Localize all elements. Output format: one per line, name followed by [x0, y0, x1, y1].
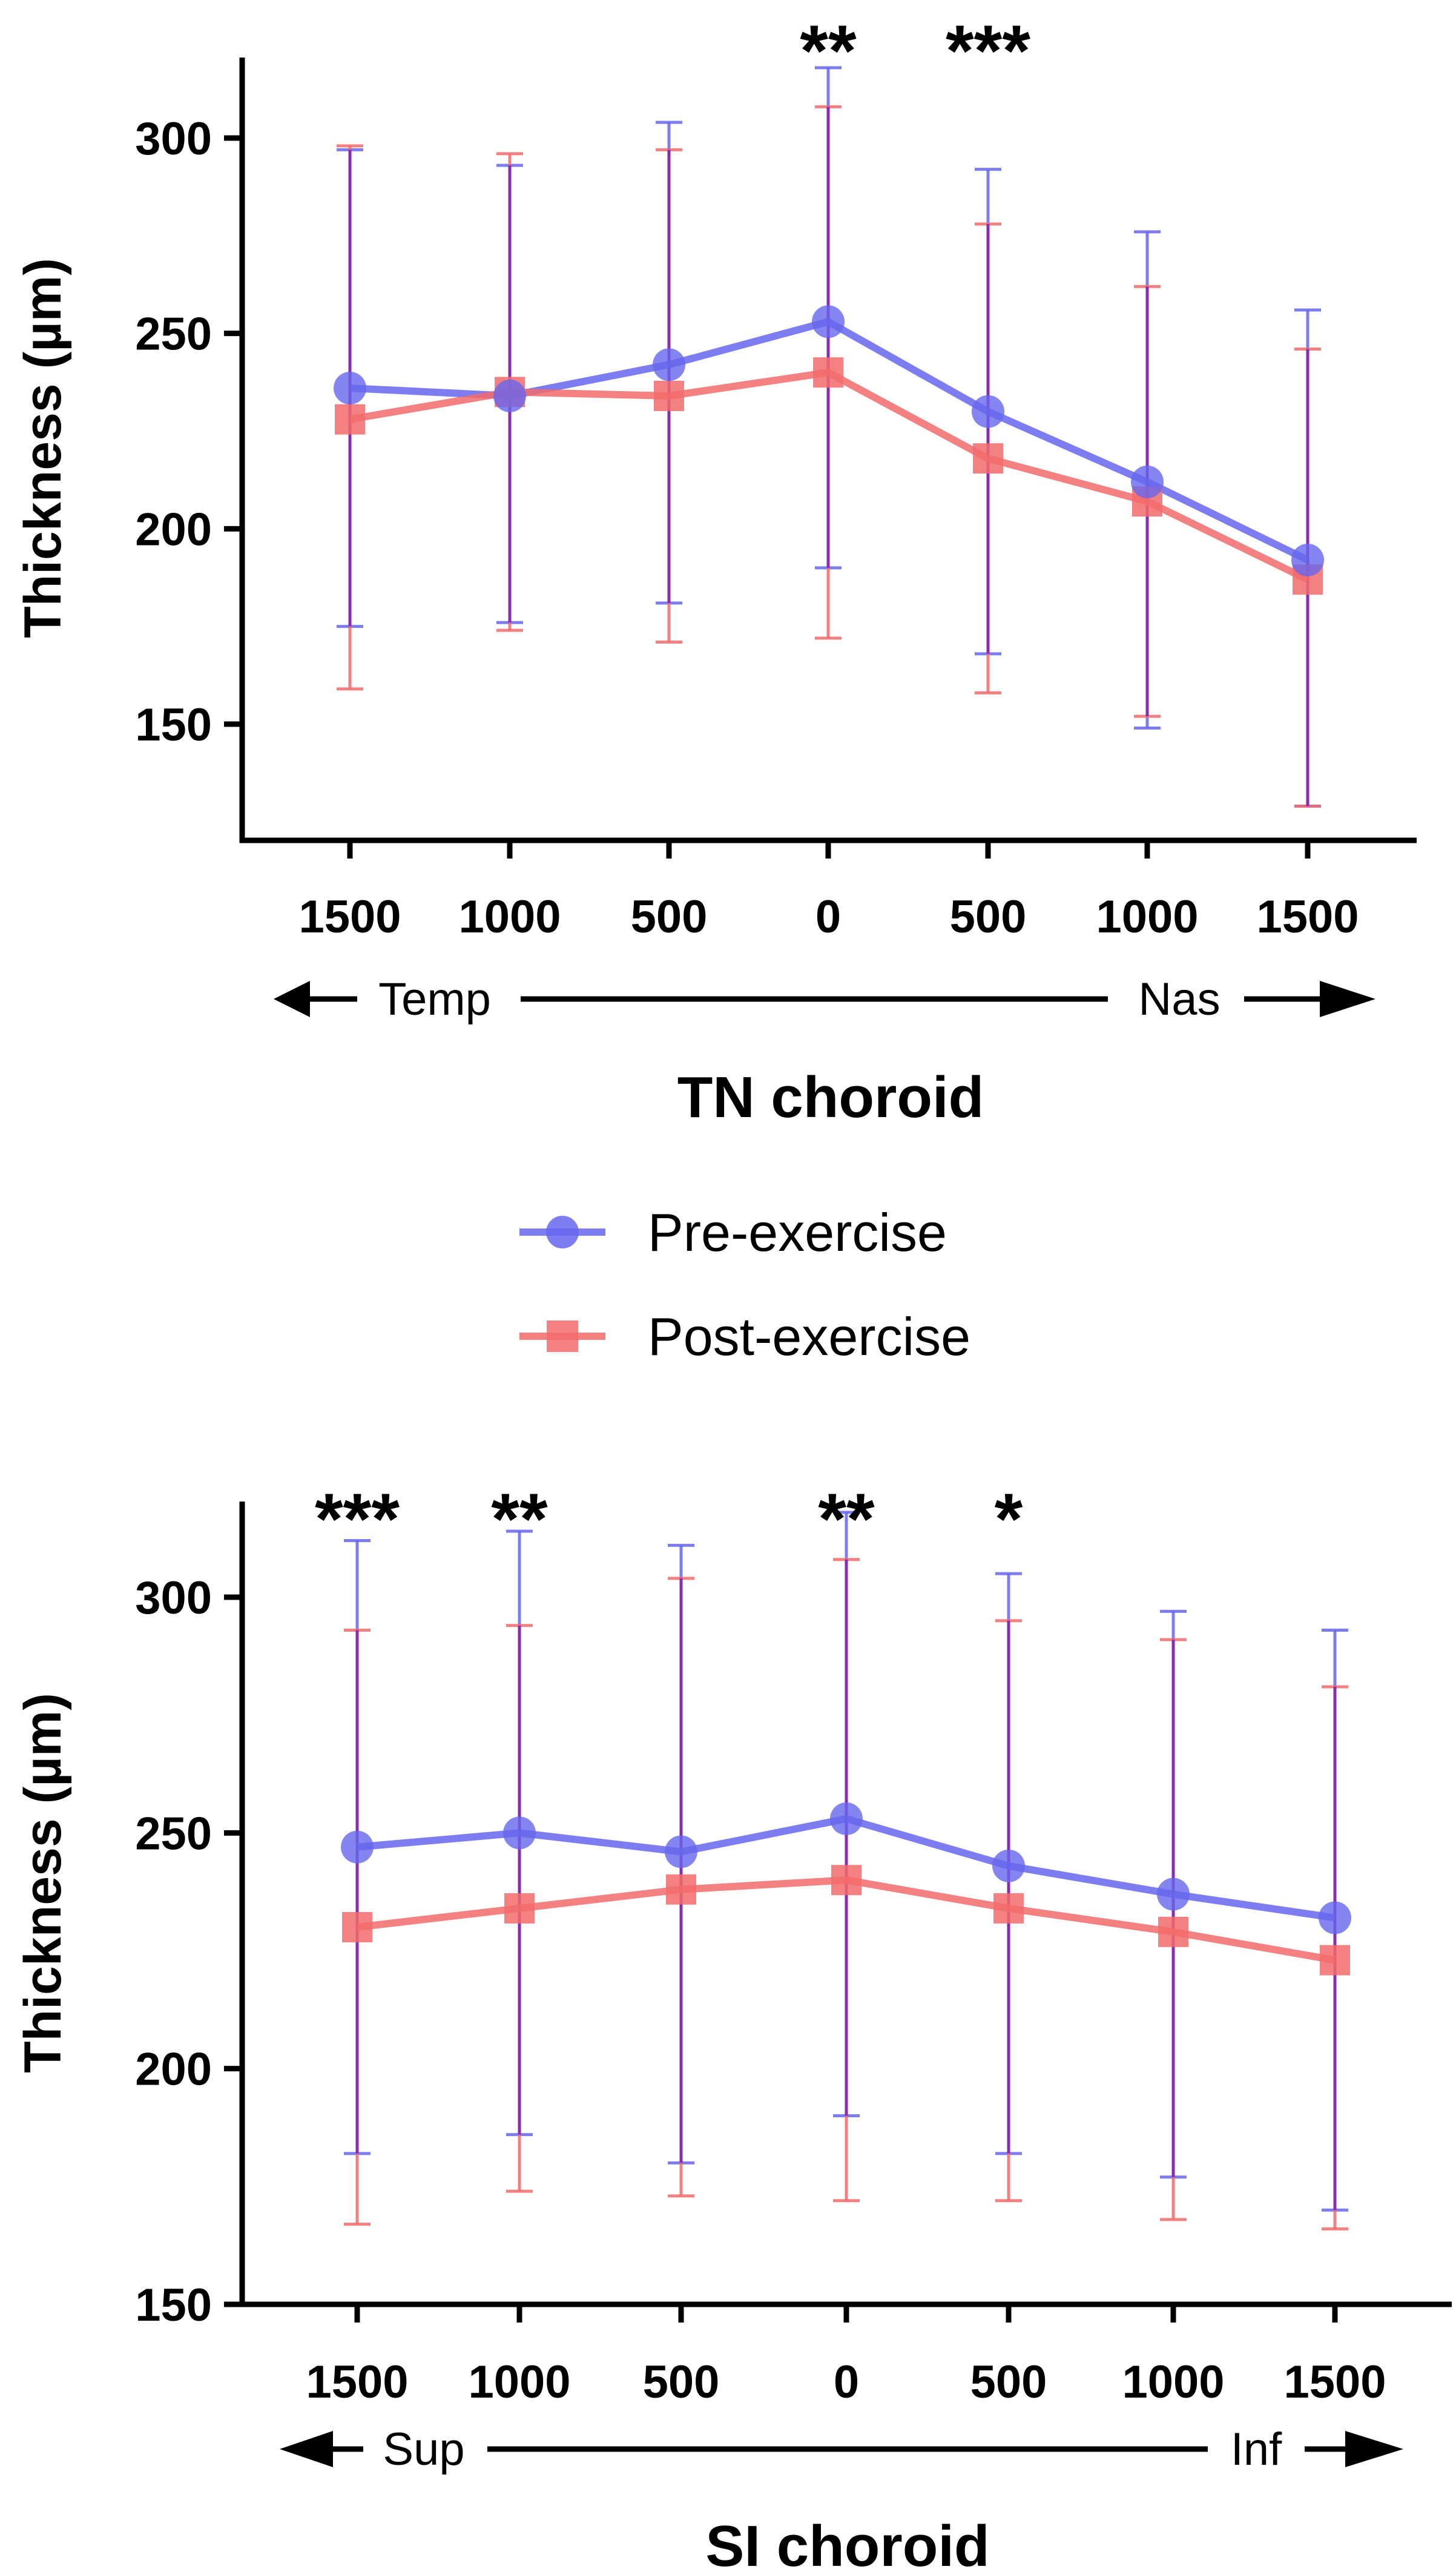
- tn-marker-pre: [653, 348, 685, 381]
- tn-marker-pre: [1291, 543, 1324, 576]
- tn-significance-marker: **: [800, 10, 857, 91]
- si-x-tick-label: 500: [970, 2356, 1047, 2408]
- si-marker-post: [1158, 1916, 1188, 1947]
- si-y-ticks: 150 200 250 300: [135, 1572, 242, 2331]
- tn-x-tick-label: 500: [950, 891, 1027, 943]
- legend-item-post: Post-exercise: [519, 1307, 970, 1367]
- si-direction-arrow: Sup Inf: [280, 2424, 1403, 2475]
- si-chart-title: SI choroid: [705, 2514, 989, 2575]
- tn-marker-post: [335, 404, 365, 435]
- tn-marker-pre: [493, 379, 526, 412]
- tn-marker-pre: [334, 372, 366, 405]
- tn-x-ticks: 1500 1000 500 0 500 1000 1500: [298, 840, 1359, 943]
- si-x-tick-label: 500: [643, 2356, 720, 2408]
- tn-y-tick-label: 150: [135, 699, 212, 751]
- si-marker-post: [342, 1912, 372, 1943]
- tn-marker-pre: [812, 305, 845, 338]
- si-left-arrowhead: [280, 2431, 333, 2467]
- tn-marker-post: [973, 443, 1003, 474]
- tn-x-tick-label: 0: [815, 891, 841, 943]
- legend: Pre-exercise Post-exercise: [519, 1202, 970, 1367]
- si-x-tick-label: 0: [834, 2356, 859, 2408]
- legend-post-marker: [547, 1320, 578, 1352]
- si-y-tick-label: 250: [135, 1808, 212, 1859]
- tn-chart-title: TN choroid: [677, 1065, 984, 1130]
- tn-x-tick-label: 1000: [1096, 891, 1198, 943]
- si-marker-post: [504, 1893, 535, 1924]
- legend-pre-marker: [546, 1216, 579, 1248]
- si-marker-pre: [503, 1816, 536, 1850]
- si-significance-marker: **: [491, 1479, 548, 1560]
- tn-significance: ** ***: [800, 10, 1030, 91]
- tn-y-axis-title: Thickness (µm): [14, 258, 72, 638]
- si-right-arrowhead: [1345, 2431, 1403, 2467]
- tn-x-tick-label: 1500: [298, 891, 401, 943]
- si-marker-post: [666, 1874, 696, 1905]
- si-marker-pre: [1157, 1878, 1190, 1911]
- si-x-tick-label: 1500: [306, 2356, 408, 2408]
- tn-marker-post: [813, 357, 843, 388]
- si-marker-post: [831, 1865, 861, 1896]
- tn-marker-pre: [972, 395, 1004, 428]
- legend-pre-label: Pre-exercise: [648, 1202, 947, 1262]
- tn-y-tick-label: 300: [135, 113, 212, 165]
- tn-x-tick-label: 500: [631, 891, 708, 943]
- si-significance: *** ** ** *: [315, 1479, 1023, 1560]
- si-marker-pre: [1319, 1901, 1351, 1934]
- tn-marker-post: [654, 380, 684, 411]
- tn-marker-pre: [1131, 465, 1164, 498]
- tn-y-ticks: 150 200 250 300: [135, 113, 242, 751]
- si-y-tick-label: 150: [135, 2280, 212, 2331]
- si-significance-marker: **: [818, 1479, 875, 1560]
- si-marker-pre: [665, 1835, 697, 1868]
- si-marker-post: [1320, 1945, 1350, 1976]
- si-x-tick-label: 1000: [468, 2356, 570, 2408]
- si-y-axis-title: Thickness (µm): [14, 1693, 72, 2073]
- tn-x-tick-label: 1000: [458, 891, 561, 943]
- tn-direction-arrow: Temp Nas: [274, 974, 1375, 1025]
- si-y-tick-label: 200: [135, 2044, 212, 2095]
- tn-y-tick-label: 200: [135, 504, 212, 555]
- tn-significance-marker: ***: [946, 10, 1030, 91]
- tn-y-tick-label: 250: [135, 309, 212, 360]
- tn-right-arrowhead: [1320, 981, 1375, 1017]
- si-direction-right-label: Inf: [1231, 2424, 1282, 2475]
- si-direction-left-label: Sup: [383, 2424, 464, 2475]
- tn-direction-right-label: Nas: [1138, 974, 1220, 1025]
- si-x-tick-label: 1500: [1283, 2356, 1386, 2408]
- si-marker-post: [993, 1893, 1024, 1924]
- si-y-tick-label: 300: [135, 1572, 212, 1624]
- legend-item-pre: Pre-exercise: [519, 1202, 947, 1262]
- tn-left-arrowhead: [274, 981, 310, 1017]
- tn-markers: [334, 305, 1324, 595]
- si-x-tick-label: 1000: [1122, 2356, 1224, 2408]
- si-x-ticks: 1500 1000 500 0 500 1000 1500: [306, 2304, 1386, 2408]
- legend-post-label: Post-exercise: [648, 1307, 970, 1367]
- si-marker-pre: [830, 1802, 863, 1835]
- tn-error-bars: [337, 66, 1321, 808]
- si-significance-marker: ***: [315, 1479, 400, 1560]
- si-markers: [341, 1802, 1351, 1976]
- tn-x-tick-label: 1500: [1256, 891, 1359, 943]
- si-significance-marker: *: [995, 1479, 1023, 1560]
- tn-direction-left-label: Temp: [378, 974, 491, 1025]
- si-marker-pre: [341, 1830, 374, 1864]
- si-marker-pre: [992, 1849, 1025, 1882]
